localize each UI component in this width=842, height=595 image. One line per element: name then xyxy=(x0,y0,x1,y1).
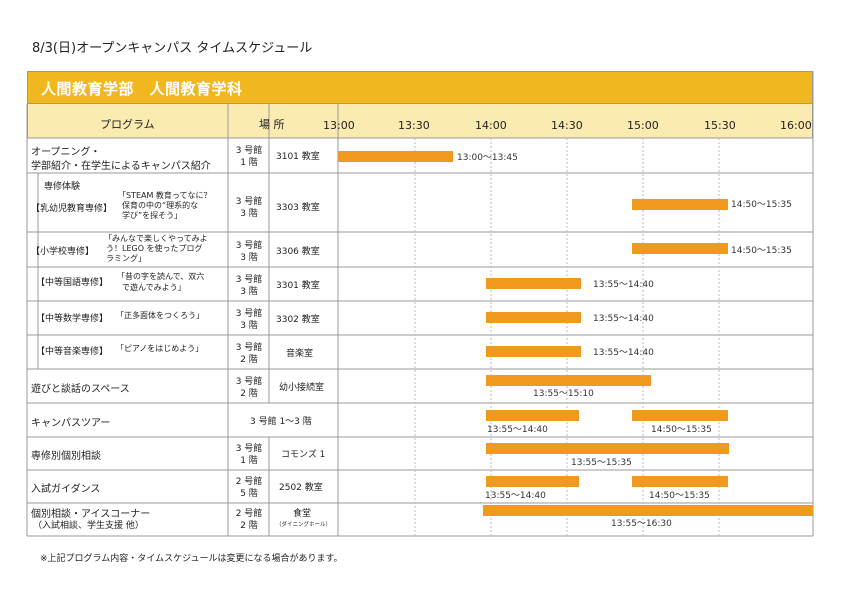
time-range: 14:50〜15:35 xyxy=(651,425,712,435)
time-range: 13:55〜14:40 xyxy=(593,314,654,324)
schedule-bar xyxy=(486,278,581,289)
header-program: プログラム xyxy=(100,118,155,131)
time-tick: 14:00 xyxy=(475,119,507,132)
time-range: 13:55〜16:30 xyxy=(611,519,672,529)
department-title: 人間教育学部 人間教育学科 xyxy=(41,80,243,98)
program-name: キャンパスツアー xyxy=(31,418,111,429)
room: 3306 教室 xyxy=(276,247,320,257)
program-name: オープニング・ xyxy=(31,147,101,158)
room: 3302 教室 xyxy=(276,315,320,325)
schedule-bar xyxy=(486,443,729,454)
time-range: 13:55〜15:35 xyxy=(571,458,632,468)
schedule-bar xyxy=(483,505,813,516)
schedule-bar xyxy=(486,476,579,487)
time-range: 14:50〜15:35 xyxy=(731,200,792,210)
program-name: 学部紹介・在学生によるキャンパス紹介 xyxy=(31,161,211,172)
course-desc: ラミング」 xyxy=(106,254,146,263)
room: 3303 教室 xyxy=(276,203,320,213)
time-range: 14:50〜15:35 xyxy=(731,246,792,256)
time-range: 13:55〜14:40 xyxy=(487,425,548,435)
building: 3 号館 xyxy=(235,309,263,319)
program-name: 遊びと談話のスペース xyxy=(31,384,130,395)
room-subtitle: （ダイニングホール） xyxy=(276,522,332,528)
building: 3 号館 xyxy=(235,241,263,251)
building: 2 号館 xyxy=(235,509,263,519)
building: 3 号館 xyxy=(235,146,263,156)
floor: 2 階 xyxy=(240,521,258,531)
room: コモンズ 1 xyxy=(281,450,326,460)
time-tick: 16:00 xyxy=(780,119,812,132)
time-range: 13:00〜13:45 xyxy=(457,153,518,163)
floor: 2 階 xyxy=(240,389,258,399)
room: 幼小接続室 xyxy=(279,383,325,393)
department-banner xyxy=(27,71,813,104)
section-label: 専修体験 xyxy=(44,182,81,192)
building: 3 号館 xyxy=(235,377,263,387)
program-name: 個別相談・アイスコーナー xyxy=(31,509,151,520)
time-range: 13:55〜15:10 xyxy=(533,389,594,399)
program-name: （入試相談、学生支援 他） xyxy=(33,521,144,531)
time-range: 14:50〜15:35 xyxy=(649,491,710,501)
course-tag: 【中等音楽専修】 xyxy=(36,347,109,357)
program-name: 入試ガイダンス xyxy=(31,484,101,495)
course-desc: 「正多面体をつくろう」 xyxy=(116,311,204,320)
building: 3 号館 xyxy=(235,197,263,207)
room: 食堂 xyxy=(293,509,312,519)
course-tag: 【中等数学専修】 xyxy=(36,314,109,324)
course-desc: う！LEGO を使ったプログ xyxy=(106,244,203,253)
building: 3 号館 xyxy=(235,343,263,353)
page-title: 8/3(日)オープンキャンパス タイムスケジュール xyxy=(32,41,313,56)
course-desc: 保育の中の“理系的な xyxy=(122,201,199,210)
schedule-bar xyxy=(632,243,728,254)
schedule-bar xyxy=(486,410,579,421)
floor: 5 階 xyxy=(240,489,258,499)
place: 3 号館 1〜3 階 xyxy=(250,417,312,427)
course-desc: 「ピアノをはじめよう」 xyxy=(116,344,204,353)
building: 3 号館 xyxy=(235,444,263,454)
room: 音楽室 xyxy=(286,349,314,359)
floor: 3 階 xyxy=(240,209,258,219)
schedule-bar xyxy=(632,199,728,210)
time-range: 13:55〜14:40 xyxy=(485,491,546,501)
schedule-bar xyxy=(486,312,581,323)
course-desc: 「STEAM 教育ってなに？ xyxy=(118,191,212,200)
time-tick: 13:00 xyxy=(323,119,355,132)
schedule-bar xyxy=(486,375,651,386)
footnote: ※上記プログラム内容・タイムスケジュールは変更になる場合があります。 xyxy=(40,554,343,564)
floor: 3 階 xyxy=(240,321,258,331)
floor: 1 階 xyxy=(240,456,258,466)
room: 3301 教室 xyxy=(276,281,320,291)
building: 3 号館 xyxy=(235,275,263,285)
room: 2502 教室 xyxy=(279,483,323,493)
column-header-row xyxy=(27,104,813,138)
course-desc: 学び”を探そう」 xyxy=(122,211,183,220)
time-tick: 14:30 xyxy=(551,119,583,132)
time-tick: 15:00 xyxy=(627,119,659,132)
floor: 3 階 xyxy=(240,287,258,297)
time-tick: 13:30 xyxy=(398,119,430,132)
time-range: 13:55〜14:40 xyxy=(593,280,654,290)
floor: 3 階 xyxy=(240,253,258,263)
schedule-bar xyxy=(632,410,728,421)
room: 3101 教室 xyxy=(276,152,320,162)
time-tick: 15:30 xyxy=(704,119,736,132)
schedule-bar xyxy=(338,151,453,162)
course-desc: 「みんなで楽しくやってみよ xyxy=(104,234,208,243)
header-place: 場 所 xyxy=(259,118,285,131)
course-desc: で遊んでみよう」 xyxy=(122,283,186,292)
schedule-bar xyxy=(632,476,728,487)
course-tag: 【乳幼児教育専修】 xyxy=(31,204,113,214)
course-tag: 【小学校専修】 xyxy=(31,247,95,257)
time-range: 13:55〜14:40 xyxy=(593,348,654,358)
floor: 1 階 xyxy=(240,158,258,168)
course-desc: 「昔の字を読んで、双六 xyxy=(117,272,205,281)
building: 2 号館 xyxy=(235,477,263,487)
floor: 2 階 xyxy=(240,355,258,365)
schedule-bar xyxy=(486,346,581,357)
course-tag: 【中等国語専修】 xyxy=(36,278,109,288)
program-name: 専修別個別相談 xyxy=(31,451,101,462)
